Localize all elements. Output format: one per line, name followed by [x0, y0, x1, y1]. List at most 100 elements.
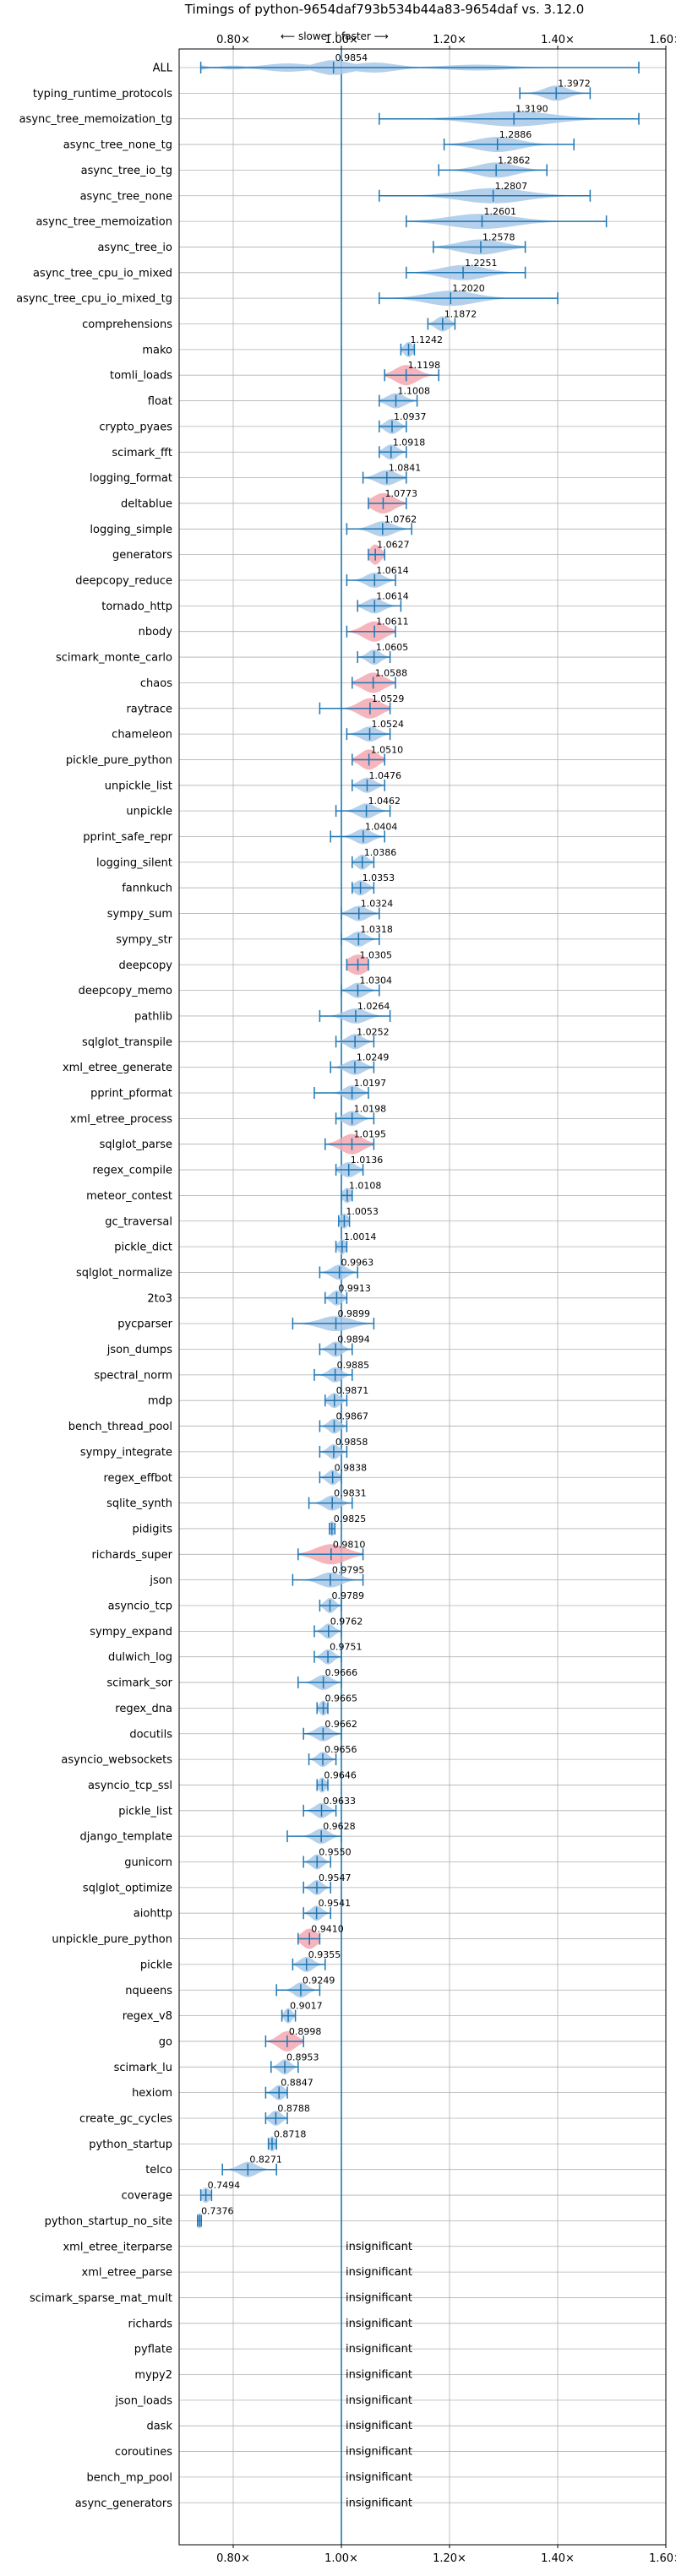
violin	[264, 2031, 304, 2052]
violin	[379, 187, 592, 204]
violin	[335, 1239, 348, 1255]
benchmark-label: unpickle_pure_python	[52, 1933, 172, 1946]
value-label: 1.0198	[354, 1103, 387, 1114]
value-label: 1.0252	[357, 1026, 390, 1037]
value-label: 1.0304	[359, 976, 392, 986]
violin	[384, 365, 439, 386]
benchmark-label: spectral_norm	[94, 1369, 172, 1382]
violin	[341, 931, 380, 947]
value-label: 1.0353	[363, 872, 395, 883]
x-axis-ticks: 0.80× 0.80× 1.00× 1.00× 1.20× 1.20× 1.40× 1.40×…	[216, 34, 676, 2565]
value-label: 0.9913	[338, 1283, 371, 1294]
benchmark-label: ALL	[153, 62, 173, 75]
x-tick-label-bottom: 1.60×	[649, 2552, 676, 2565]
value-label: 0.9885	[337, 1360, 370, 1371]
benchmark-label: coverage	[122, 2190, 172, 2203]
benchmark-label: async_generators	[75, 2497, 173, 2510]
value-label: 1.0014	[344, 1231, 377, 1242]
violin	[319, 1443, 348, 1459]
violin	[443, 137, 575, 152]
violin	[316, 1777, 329, 1793]
benchmark-label: python_startup_no_site	[45, 2215, 172, 2228]
violin	[297, 1928, 321, 1949]
benchmark-label: async_tree_memoization_tg	[19, 113, 172, 126]
benchmark-label: xml_etree_process	[70, 1113, 172, 1126]
benchmark-label: sympy_integrate	[80, 1446, 172, 1459]
benchmark-label: scimark_lu	[114, 2062, 172, 2074]
benchmark-label: sympy_str	[116, 933, 172, 946]
direction-separator: |	[335, 30, 338, 42]
violin	[319, 698, 391, 719]
benchmark-label: pidigits	[133, 1523, 173, 1535]
violin	[264, 2111, 288, 2126]
benchmark-label: logging_simple	[90, 524, 172, 536]
benchmark-label: unpickle_list	[105, 780, 172, 792]
value-label: 1.1198	[408, 360, 441, 371]
value-label: 1.0318	[360, 924, 393, 935]
x-tick-label-top: 1.00×	[324, 34, 358, 46]
benchmark-label: deepcopy	[118, 959, 172, 972]
violin	[270, 2059, 299, 2075]
benchmark-label: async_tree_cpu_io_mixed	[33, 267, 172, 280]
benchmark-label: json_dumps	[106, 1344, 172, 1356]
benchmark-label: richards	[128, 2318, 173, 2330]
violin	[199, 2187, 213, 2203]
value-label: 1.2020	[452, 283, 485, 294]
benchmark-label: pprint_pformat	[90, 1088, 172, 1101]
value-label: 0.8788	[277, 2103, 310, 2114]
benchmark-label: async_tree_none	[80, 190, 172, 203]
benchmark-label: chameleon	[112, 729, 172, 742]
value-label: 0.9646	[324, 1769, 357, 1780]
value-label: 1.0476	[368, 770, 401, 781]
violin	[303, 1854, 331, 1870]
violin	[264, 2084, 288, 2100]
value-label: 1.0305	[360, 949, 393, 960]
value-label: 0.8718	[274, 2128, 307, 2139]
benchmark-label: 2to3	[147, 1292, 172, 1305]
insignificant-label: insignificant	[346, 2241, 412, 2253]
benchmark-label: scimark_fft	[112, 447, 172, 459]
violin	[324, 1290, 348, 1306]
value-label: 1.0773	[384, 488, 417, 499]
benchmark-label: float	[148, 395, 172, 408]
violin	[406, 264, 526, 280]
violin	[362, 470, 407, 486]
value-label: 1.1008	[398, 386, 431, 397]
violin	[199, 60, 640, 75]
x-tick-label-bottom: 1.00×	[324, 2552, 358, 2565]
value-label: 1.2251	[465, 258, 498, 269]
value-label: 0.7376	[201, 2205, 234, 2216]
benchmark-label: mypy2	[134, 2369, 172, 2382]
benchmark-label: async_tree_none_tg	[63, 139, 172, 152]
violin	[281, 2008, 297, 2024]
benchmark-label: async_tree_io_tg	[81, 165, 172, 177]
benchmark-label: meteor_contest	[86, 1190, 172, 1203]
value-label: 1.3972	[558, 78, 591, 89]
benchmark-label: logging_format	[90, 472, 172, 485]
value-label: 1.1242	[410, 334, 443, 345]
violin	[313, 1649, 342, 1665]
plot-frame	[178, 48, 667, 2546]
value-label: 1.0108	[349, 1180, 382, 1191]
violin	[286, 1829, 342, 1845]
value-label: 1.0386	[364, 847, 397, 858]
violin	[400, 341, 416, 357]
violin	[346, 954, 369, 976]
value-label: 0.9810	[333, 1539, 366, 1550]
benchmark-label: aiohttp	[134, 1908, 172, 1921]
violin	[368, 544, 385, 565]
violin	[319, 1341, 353, 1357]
value-label: 1.0841	[389, 463, 422, 474]
value-label: 0.8271	[249, 2155, 282, 2166]
violin	[346, 621, 396, 642]
benchmark-label: deltablue	[121, 497, 172, 510]
benchmark-label: async_tree_memoization	[35, 216, 172, 229]
benchmark-label: comprehensions	[82, 318, 172, 331]
benchmark-label: crypto_pyaes	[99, 421, 172, 433]
violin	[313, 1623, 342, 1639]
benchmark-label: fannkuch	[122, 883, 172, 895]
benchmark-label: mako	[142, 344, 172, 356]
violin	[379, 111, 640, 127]
benchmark-label: tornado_http	[101, 601, 172, 613]
